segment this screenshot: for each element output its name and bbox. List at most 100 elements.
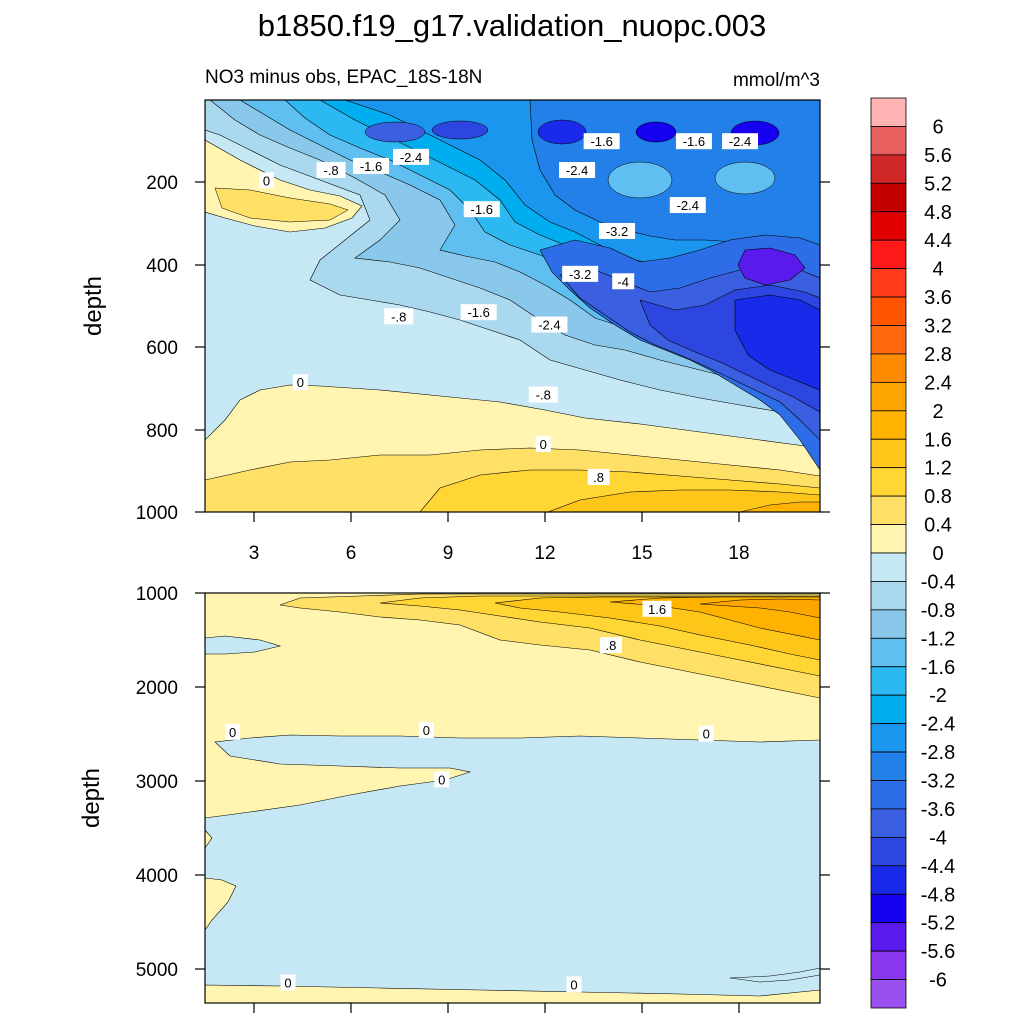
colorbar-swatch — [870, 97, 907, 127]
top-surface-core-1 — [364, 121, 426, 143]
top-contour-label: -1.6 — [360, 159, 382, 174]
bottom-y-tick-4000: 4000 — [136, 866, 178, 887]
colorbar-label: 1.2 — [924, 458, 952, 480]
bottom-contour-label-bg — [434, 771, 450, 788]
top-contour-label-bg — [535, 436, 551, 453]
bottom-contour-label: 0 — [423, 723, 430, 738]
colorbar-label: 0.4 — [924, 515, 952, 537]
colorbar-swatch — [870, 893, 907, 924]
colorbar-swatch — [870, 666, 907, 696]
bottom-contour-label-bg — [642, 600, 672, 617]
colorbar-label: -2.4 — [921, 714, 955, 736]
colorbar-swatch — [870, 410, 907, 440]
bottom-y-tick-2000: 2000 — [136, 678, 178, 699]
bottom-contour-labels: 1.6 .8 0 0 0 0 0 0 — [225, 600, 714, 993]
colorbar-swatch — [870, 836, 907, 867]
colorbar-label: 0 — [932, 543, 943, 565]
colorbar-swatch — [870, 524, 907, 554]
top-y-ticks — [195, 181, 830, 513]
top-contour-label: -2.4 — [538, 318, 560, 333]
top-contour-label: -1.6 — [467, 305, 489, 320]
top-y-tick-200: 200 — [146, 173, 178, 194]
top-contour-label-bg — [353, 157, 390, 174]
top-plot-frame — [204, 99, 821, 513]
top-contour-label-bg — [599, 223, 636, 240]
top-contour-label-bg — [562, 265, 599, 282]
colorbar-label: 1.6 — [924, 429, 952, 451]
top-contour-label: -2.4 — [566, 163, 588, 178]
bottom-contour-label: 0 — [284, 976, 291, 991]
colorbar-swatch — [870, 438, 907, 469]
top-contour-label: .8 — [593, 470, 604, 485]
top-contour-labels: 0-.8 -1.6-2.4-1.6 -1.6 -2.4-2.4-1.6 -2.4-3.2… — [259, 133, 759, 485]
top-y-tick-1000: 1000 — [136, 503, 178, 524]
colorbar-label: -2.8 — [921, 742, 955, 764]
top-contour-label: -1.6 — [590, 134, 612, 149]
colorbar-swatch — [870, 154, 907, 184]
top-contour-label-bg — [531, 316, 568, 333]
top-band-pos1.6 — [739, 501, 820, 512]
colorbar-label: 4 — [932, 259, 943, 281]
top-contour-label-bg — [559, 162, 596, 179]
colorbar-swatch — [870, 296, 907, 326]
colorbar-swatch — [870, 865, 907, 895]
top-contour-label-bg — [292, 374, 308, 391]
colorbar-swatch — [870, 780, 907, 810]
bottom-contour-label: 0 — [438, 772, 445, 787]
top-contour-label-bg — [669, 197, 706, 214]
top-contour-label: -.8 — [536, 388, 551, 403]
top-contour-label: -4 — [617, 274, 629, 289]
bottom-y-tick-3000: 3000 — [136, 772, 178, 793]
top-y-axis-label: depth — [80, 276, 107, 336]
colorbar-swatch — [870, 751, 907, 781]
top-band-neg4.8 — [734, 294, 820, 391]
x-tick-12: 12 — [534, 543, 555, 564]
top-contour-label: -.8 — [391, 309, 406, 324]
top-surface-core-4 — [635, 121, 677, 143]
subtitle-left: NO3 minus obs, EPAC_18S-18N — [205, 67, 482, 88]
top-contour-label-bg — [384, 308, 414, 325]
bottom-y-axis-label: depth — [78, 768, 105, 828]
colorbar-label: 2.4 — [924, 372, 952, 394]
colorbar-label: -0.8 — [921, 600, 955, 622]
x-tick-6: 6 — [346, 543, 357, 564]
colorbar-label: -1.6 — [921, 657, 955, 679]
bottom-band-pos2.0 — [699, 598, 820, 619]
top-contour-label-bg — [259, 172, 274, 189]
bottom-left-notch — [205, 829, 213, 849]
top-contour-label-bg — [722, 133, 759, 150]
top-contour-label: -2.4 — [729, 134, 751, 149]
bottom-contour-label-bg — [225, 723, 241, 740]
colorbar-label: 2.8 — [924, 344, 952, 366]
colorbar-swatch — [870, 723, 907, 753]
colorbar-label: -5.6 — [921, 941, 955, 963]
top-contour-label-bg — [316, 162, 346, 179]
colorbar-swatch — [870, 552, 907, 582]
top-contour-label: -1.6 — [683, 134, 705, 149]
colorbar-label: 5.2 — [924, 173, 952, 195]
colorbar-label: 5.6 — [924, 145, 952, 167]
bottom-floor-sliver — [729, 967, 820, 983]
top-contour-label-bg — [463, 201, 500, 218]
top-contour-label: 0 — [540, 437, 547, 452]
bottom-x-ticks — [253, 1003, 740, 1013]
top-contour-label: -1.6 — [471, 202, 493, 217]
bottom-contour-label: 0 — [703, 727, 710, 742]
top-contour-label: -3.2 — [569, 267, 591, 282]
top-surface-core-2 — [431, 120, 489, 140]
bottom-contour-label: .8 — [605, 638, 616, 653]
bottom-contour-label: 0 — [229, 725, 236, 740]
top-y-tick-400: 400 — [146, 256, 178, 277]
bottom-y-tick-1000: 1000 — [136, 584, 178, 605]
bottom-contour-label-bg — [280, 974, 296, 991]
colorbar-swatch — [870, 268, 907, 298]
bottom-contour-label: 0 — [570, 977, 577, 992]
colorbar-label: -3.6 — [921, 799, 955, 821]
top-contour-label-bg — [583, 133, 620, 150]
colorbar-swatch — [870, 922, 907, 952]
colorbar-swatch — [870, 637, 907, 668]
bottom-band-neg-sliver — [205, 635, 282, 655]
colorbar-label: -4 — [929, 827, 947, 849]
colorbar-swatch — [870, 211, 907, 241]
top-contour-label-bg — [528, 386, 558, 403]
